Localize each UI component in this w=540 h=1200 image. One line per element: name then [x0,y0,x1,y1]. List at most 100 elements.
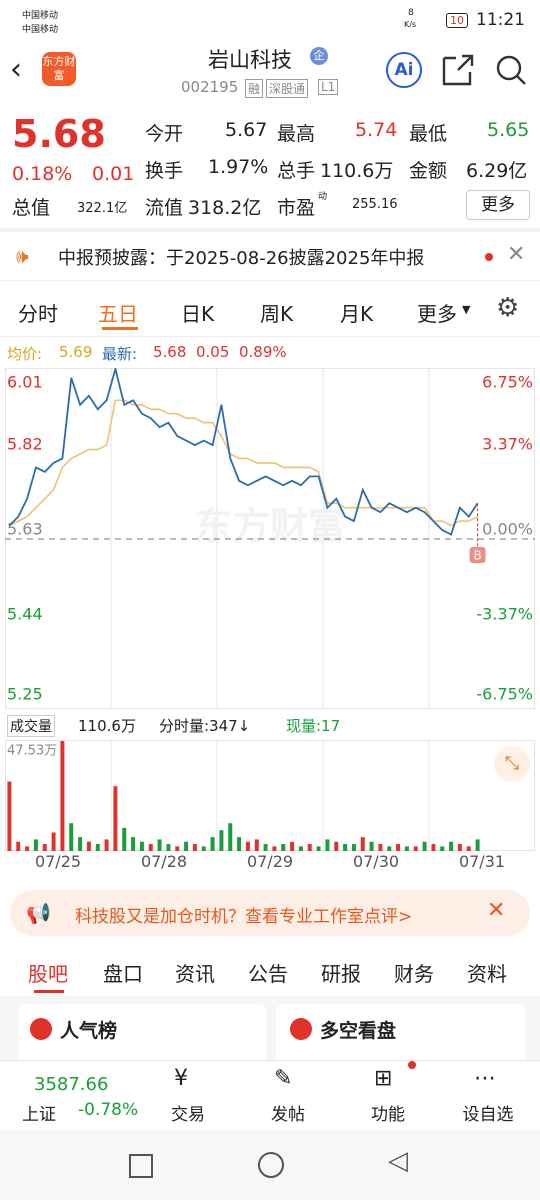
volume-bar [457,844,462,851]
section-tab-active[interactable]: 股吧 [28,962,68,986]
marker: B [473,549,481,563]
nav-item[interactable]: 功能 [371,1105,405,1125]
chart-tab[interactable]: 分时 [18,302,58,326]
x-tick-label: 07/30 [352,852,400,871]
chart-tab[interactable]: 月K [340,302,374,326]
y2-tick-label: -3.37% [476,604,533,623]
ad-close[interactable]: ✕ [487,898,506,923]
watermark: 东方财富 [194,504,346,548]
card-icon [290,1018,312,1040]
field-label: 市盈 [277,197,316,219]
section-tab[interactable]: 资讯 [175,962,215,986]
back[interactable]: ‹ [10,52,22,87]
plot-frame [5,740,535,851]
y-tick-label: 47.53万 [7,744,57,759]
field-label: 总值 [12,197,51,219]
dot [485,253,493,261]
index-name[interactable]: 上证 [22,1105,56,1125]
carrier: 中国移动 [22,25,59,35]
separator [0,228,540,232]
field-value: 6.29亿 [466,160,528,182]
nav-icon: ✎ [274,1066,293,1091]
latest-change-pct: 0.89% [239,343,287,361]
chart-tab-active[interactable]: 五日 [98,302,138,326]
back-nav[interactable]: ◁ [388,1146,408,1176]
close[interactable]: ✕ [507,242,526,267]
volume-title[interactable]: 成交量 [7,715,55,737]
volume-bar [360,837,365,851]
volume-bar [157,839,162,851]
field-value: 318.2亿 [188,197,262,219]
ai-button[interactable]: Ai [386,52,422,88]
section-tab[interactable]: 财务 [394,962,434,986]
field-label: 最高 [277,123,316,145]
chart-tab[interactable]: 周K [260,302,294,326]
chart-tab[interactable]: 日K [181,302,215,326]
field-label: 流值 [145,197,184,219]
change: 0.01 [92,163,135,185]
volume-bar [254,839,259,851]
section-tab[interactable]: 研报 [321,962,361,986]
field-label: 金额 [409,160,448,182]
x-tick-label: 07/31 [458,852,506,871]
volume-bar [33,839,38,851]
expand[interactable]: ⤡ [494,746,530,782]
field-label: 总手 [277,160,316,182]
section-tab[interactable]: 资料 [467,962,507,986]
recent[interactable] [129,1154,153,1178]
section-tab[interactable]: 公告 [248,962,288,986]
index-change[interactable]: -0.78% [78,1100,139,1120]
card-title[interactable]: 人气榜 [60,1020,118,1042]
battery: 10 [446,13,468,28]
volume-bar [404,846,409,851]
volume-bar [192,844,197,851]
field-label: 今开 [145,123,184,145]
share-icon[interactable] [442,54,474,86]
card[interactable] [18,1004,266,1064]
ad-text[interactable]: 科技股又是加仓时机？查看专业工作室点评> [75,907,413,927]
nav-icon: ¥ [174,1066,188,1091]
volume-bar [201,846,206,851]
index-value[interactable]: 3587.66 [34,1074,109,1095]
header-icons [442,54,526,86]
latest: 5.68 [153,343,187,361]
volume-bar [131,837,136,851]
dropdown: ▼ [462,303,471,316]
ad-banner[interactable] [10,890,530,936]
field-value: 1.97% [208,156,269,178]
volume-bar [290,841,295,851]
home[interactable] [258,1152,284,1178]
tab-underline [102,327,138,330]
code: 002195 [181,78,239,96]
change-pct: 0.18% [12,163,73,185]
field-value: 322.1亿 [77,201,128,216]
nav-item[interactable]: 设自选 [462,1105,514,1125]
volume-bar [166,844,171,851]
volume-bar [272,846,277,851]
volume-bar [245,841,250,851]
card-title[interactable]: 多空看盘 [320,1020,397,1042]
current-volume: 现量:17 [286,717,341,735]
volume-chart: 47.53万 [5,740,535,851]
volume-bar [60,741,65,851]
ad-icon: 📢 [26,901,51,925]
carrier: 中国移动 [22,11,59,21]
settings[interactable]: ⚙ [496,293,520,323]
field-value: 110.6万 [320,160,394,182]
volume-bar [440,846,445,851]
nav-item[interactable]: 交易 [171,1105,205,1125]
card[interactable] [276,1004,526,1064]
chart-tab[interactable]: 更多 [417,302,457,326]
volume-bar [475,839,480,851]
more-button[interactable]: 更多 [466,190,530,220]
volume-bar [396,844,401,851]
search-icon[interactable] [496,55,522,81]
nav-item[interactable]: 发帖 [271,1105,305,1125]
notice[interactable]: 中报预披露：于2025-08-26披露2025年中报 [58,248,425,269]
pe-sup: 动 [318,192,328,202]
field-value: 255.16 [352,197,398,212]
section-tab[interactable]: 盘口 [103,962,143,986]
avg-label: 均价: [7,345,43,363]
volume-bar [25,846,30,851]
volume-bar [343,844,348,851]
